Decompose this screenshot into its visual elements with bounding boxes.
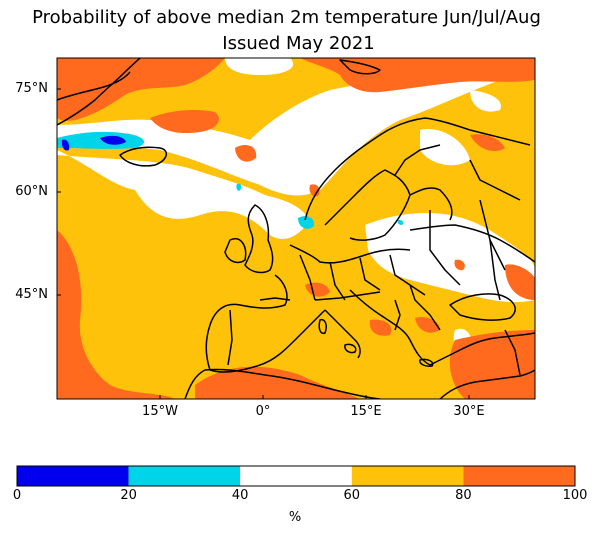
lon-label: 0° xyxy=(255,404,271,419)
map-frame xyxy=(56,57,536,400)
lon-label: 15°W xyxy=(142,404,178,419)
colorbar-tick-label: 0 xyxy=(12,488,22,503)
colorbar-unit: % xyxy=(288,510,302,525)
lat-label: 60°N xyxy=(15,184,48,199)
lon-tick-marks xyxy=(159,395,470,399)
lat-tick-marks xyxy=(57,88,61,296)
colorbar-bin xyxy=(463,466,575,486)
field-80-100 xyxy=(57,58,535,399)
colorbar-tick-label: 80 xyxy=(455,488,472,503)
lon-label: 30°E xyxy=(453,404,485,419)
colorbar-frame xyxy=(16,465,576,487)
colorbar-tick-label: 100 xyxy=(562,488,588,503)
colorbar-bin xyxy=(240,466,352,486)
colorbar-bin xyxy=(351,466,464,486)
colorbar-tick-label: 60 xyxy=(343,488,361,503)
colorbar xyxy=(16,465,576,487)
map-subtitle: Issued May 2021 xyxy=(222,33,375,54)
colorbar-bin xyxy=(128,466,241,486)
coastlines xyxy=(57,58,535,399)
lat-label: 45°N xyxy=(15,287,48,302)
colorbar-tick-label: 40 xyxy=(231,488,249,503)
field-40-60 xyxy=(57,58,535,352)
field-0-20 xyxy=(61,135,126,151)
colorbar-bin xyxy=(17,466,129,486)
field-20-40 xyxy=(57,131,404,229)
map-title: Probability of above median 2m temperatu… xyxy=(32,7,541,28)
lat-label: 75°N xyxy=(15,81,48,96)
colorbar-tick-label: 20 xyxy=(120,488,137,503)
lon-label: 15°E xyxy=(350,404,382,419)
